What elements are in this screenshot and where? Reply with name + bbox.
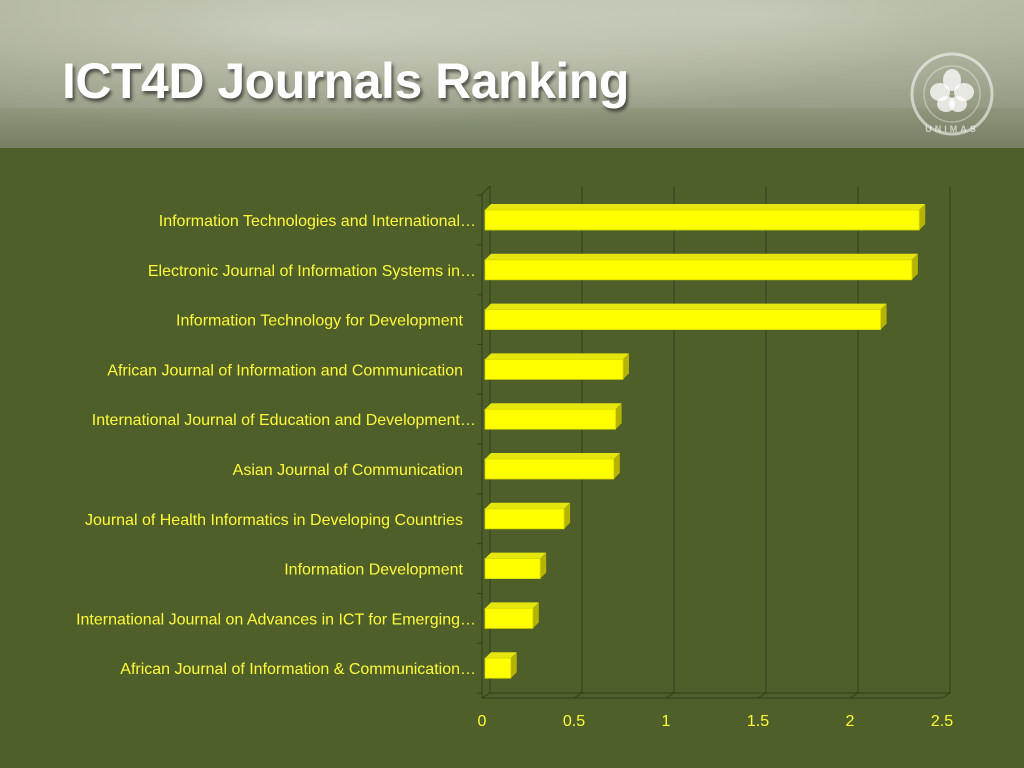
bar-face-3 (484, 358, 624, 380)
bar-top-3 (485, 353, 629, 360)
bar-side-5 (613, 453, 620, 479)
x-tick-label-5: 2.5 (931, 713, 953, 730)
bar-8 (484, 602, 539, 629)
cotton-flower-seal-icon: UNIMAS (910, 52, 994, 136)
category-label-1: Electronic Journal of Information System… (148, 263, 476, 280)
category-label-5: Asian Journal of Communication (233, 462, 463, 479)
bar-face-5 (484, 458, 615, 480)
bar-side-9 (510, 652, 517, 679)
logo-text: UNIMAS (925, 124, 979, 134)
bar-side-2 (880, 303, 887, 330)
bar-top-1 (485, 253, 918, 260)
category-label-3: African Journal of Information and Commu… (107, 362, 463, 379)
bar-top-8 (485, 602, 539, 609)
category-label-6: Journal of Health Informatics in Develop… (85, 512, 463, 529)
floor-diagonal-3 (757, 692, 767, 699)
floor-diagonal-1 (573, 692, 583, 699)
bar-top-4 (485, 403, 622, 410)
bar-side-8 (532, 602, 539, 629)
y-axis-top-diagonal (481, 185, 491, 195)
bar-face-2 (484, 309, 882, 331)
floor-diagonal-2 (665, 692, 675, 699)
bar-side-4 (615, 403, 622, 430)
bar-4 (484, 403, 622, 430)
category-label-8: International Journal on Advances in ICT… (76, 611, 476, 628)
bar-chart: Information Technologies and Internation… (76, 185, 954, 730)
bar-5 (484, 453, 620, 480)
bar-2 (484, 303, 887, 331)
bar-3 (484, 353, 629, 380)
bar-face-1 (484, 259, 913, 281)
bar-top-9 (485, 652, 517, 659)
category-labels: Information Technologies and Internation… (76, 213, 476, 678)
bar-9 (484, 652, 517, 679)
bar-face-6 (484, 508, 565, 530)
bar-side-0 (919, 204, 926, 230)
x-axis-tick-labels: 0 0.5 1 1.5 2 2.5 (478, 713, 954, 730)
x-tick-label-1: 0.5 (563, 713, 585, 730)
x-tick-label-4: 2 (846, 713, 855, 730)
floor-diagonal-5 (941, 692, 951, 699)
bar-face-0 (484, 209, 920, 231)
bar-side-3 (623, 353, 629, 380)
bar-face-7 (484, 558, 541, 580)
bar-side-1 (911, 253, 918, 280)
bar-top-2 (485, 303, 887, 310)
bar-0 (484, 204, 926, 231)
bar-side-6 (564, 502, 571, 529)
category-label-7: Information Development (284, 562, 463, 579)
category-label-2: Information Technology for Development (176, 313, 464, 330)
bar-top-5 (485, 453, 620, 459)
x-tick-label-2: 1 (662, 713, 671, 730)
x-tick-label-3: 1.5 (747, 713, 769, 730)
bar-7 (484, 552, 547, 580)
header-banner (0, 0, 1024, 148)
bar-1 (484, 253, 918, 281)
slide-title: ICT4D Journals Ranking (62, 53, 629, 109)
bar-face-8 (484, 607, 534, 629)
category-label-9: African Journal of Information & Communi… (120, 661, 476, 678)
bar-top-6 (485, 502, 571, 509)
chart-bars (484, 204, 926, 679)
bar-side-7 (540, 552, 547, 579)
floor-diagonal-4 (849, 692, 859, 699)
bar-top-7 (485, 552, 547, 559)
category-label-4: International Journal of Education and D… (92, 412, 476, 429)
floor-diagonal-0 (481, 692, 491, 699)
banner-ground (0, 108, 1024, 148)
bar-top-0 (485, 204, 926, 210)
category-label-0: Information Technologies and Internation… (159, 213, 476, 230)
x-tick-label-0: 0 (478, 713, 487, 730)
bar-6 (484, 502, 571, 530)
bar-face-9 (484, 657, 512, 679)
bar-face-4 (484, 408, 617, 430)
